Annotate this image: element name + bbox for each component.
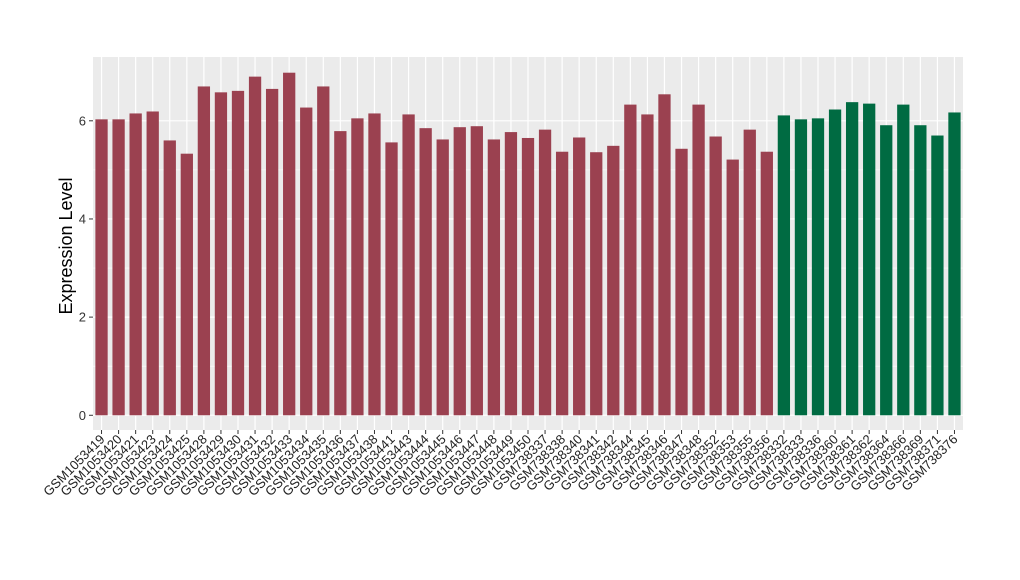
bar — [521, 137, 535, 416]
bar — [351, 118, 364, 416]
bar — [794, 119, 808, 416]
bar — [283, 72, 296, 416]
y-tick-label: 6 — [79, 113, 86, 128]
bar — [504, 132, 518, 416]
bar — [658, 94, 671, 416]
bar — [129, 113, 142, 416]
y-axis: 0 2 4 6 — [79, 113, 93, 423]
bar — [317, 86, 330, 416]
bar — [487, 139, 501, 416]
bar — [112, 119, 125, 416]
bar — [726, 159, 739, 416]
bar — [760, 151, 773, 416]
bar — [573, 137, 586, 416]
bar — [624, 104, 637, 416]
y-axis-title: Expression Level — [56, 177, 76, 314]
bar — [248, 76, 262, 416]
bar — [163, 140, 176, 416]
bar — [214, 92, 228, 416]
bar — [180, 153, 193, 416]
bar — [709, 136, 722, 416]
bar — [607, 145, 620, 416]
bar — [590, 152, 603, 416]
bar — [777, 115, 791, 416]
bar — [692, 104, 705, 416]
bar — [555, 151, 569, 416]
bar — [675, 148, 688, 416]
bar — [300, 107, 313, 416]
y-tick-label: 2 — [79, 310, 86, 325]
bar — [897, 104, 910, 416]
bar — [880, 125, 893, 416]
bar — [845, 102, 859, 416]
bar — [265, 88, 279, 416]
bar — [385, 142, 398, 416]
bar — [436, 139, 449, 416]
bar — [948, 112, 961, 416]
x-axis: GSM1053419GSM1053420GSM1053421GSM1053423… — [40, 430, 961, 499]
bar — [863, 103, 876, 416]
bar — [334, 131, 347, 416]
bar — [146, 111, 159, 416]
bar — [402, 114, 415, 416]
bar — [231, 90, 245, 416]
bar — [95, 119, 108, 416]
bar — [419, 128, 432, 416]
bar — [368, 113, 381, 416]
y-tick-label: 4 — [79, 211, 86, 226]
bar — [828, 109, 842, 416]
bar — [453, 127, 466, 416]
bar — [743, 129, 756, 416]
bar — [914, 125, 927, 416]
bar — [470, 126, 483, 416]
bar — [641, 114, 654, 416]
bar — [931, 135, 944, 416]
y-tick-label: 0 — [79, 408, 86, 423]
bars — [95, 72, 961, 416]
bar — [811, 118, 825, 416]
bar — [197, 86, 211, 416]
bar — [538, 129, 552, 416]
